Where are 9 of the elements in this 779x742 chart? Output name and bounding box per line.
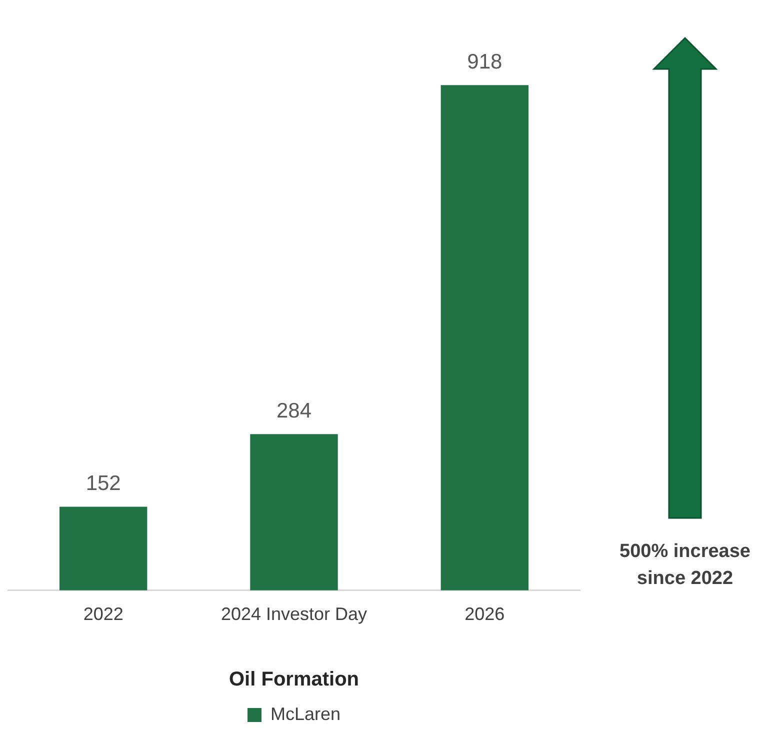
x-tick-label: 2022: [83, 604, 124, 624]
data-label: 918: [467, 50, 502, 74]
legend-label: McLaren: [270, 704, 341, 724]
x-tick-label: 2026: [464, 604, 505, 624]
legend-title: Oil Formation: [229, 668, 359, 691]
data-label: 284: [276, 399, 312, 422]
text: 500% increase since 2022: [618, 540, 752, 591]
data-label: 152: [86, 472, 121, 496]
x-tick-label: 2024 Investor Day: [220, 604, 368, 624]
